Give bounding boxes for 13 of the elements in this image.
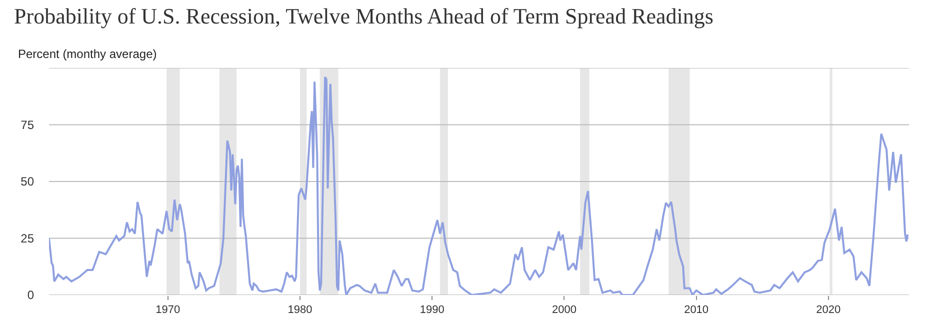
y-axis-title: Percent (monthy average) [18, 47, 157, 61]
x-tick-label: 1980 [288, 304, 312, 316]
y-tick-label: 0 [27, 288, 34, 302]
x-tick-label: 2000 [552, 304, 576, 316]
chart-title: Probability of U.S. Recession, Twelve Months Ahead of Term Spread Readings [14, 4, 714, 29]
x-tick-label: 1970 [156, 304, 180, 316]
x-tick-label: 1990 [420, 304, 444, 316]
x-tick-label: 2010 [684, 304, 709, 316]
y-tick-label: 50 [20, 174, 34, 189]
y-tick-label: 25 [20, 231, 34, 246]
line-series [49, 76, 909, 295]
y-tick-label: 75 [20, 118, 34, 132]
x-tick-label: 2020 [816, 304, 841, 316]
